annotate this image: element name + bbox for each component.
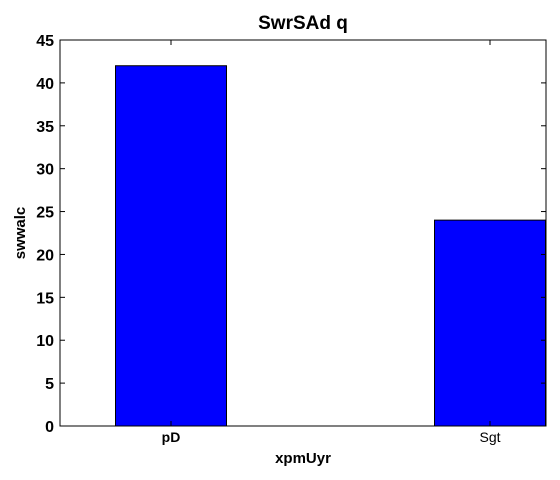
y-tick-label: 30 (36, 162, 54, 179)
x-tick-label: Sgt (479, 429, 500, 445)
bars-group (115, 65, 546, 427)
x-axis-ticks: pD Sgt (162, 40, 501, 445)
x-tick-label: pD (162, 429, 181, 445)
bar-pD (115, 65, 227, 427)
y-tick-label: 5 (45, 376, 54, 393)
chart-title: SwrSAd q (258, 13, 348, 34)
y-tick-label: 40 (36, 76, 54, 93)
y-tick-label: 25 (36, 205, 54, 222)
y-tick-label: 45 (36, 33, 54, 50)
y-tick-label: 15 (36, 290, 54, 307)
y-axis-ticks: 0 5 10 15 20 25 30 35 40 45 (36, 33, 546, 436)
y-axis-label: swwalc (12, 207, 29, 260)
y-tick-label: 10 (36, 333, 54, 350)
y-tick-label: 0 (45, 419, 54, 436)
y-tick-label: 20 (36, 247, 54, 264)
y-tick-label: 35 (36, 119, 54, 136)
bar-Sgt (434, 219, 546, 427)
x-axis-label: xpmUyr (275, 450, 331, 467)
